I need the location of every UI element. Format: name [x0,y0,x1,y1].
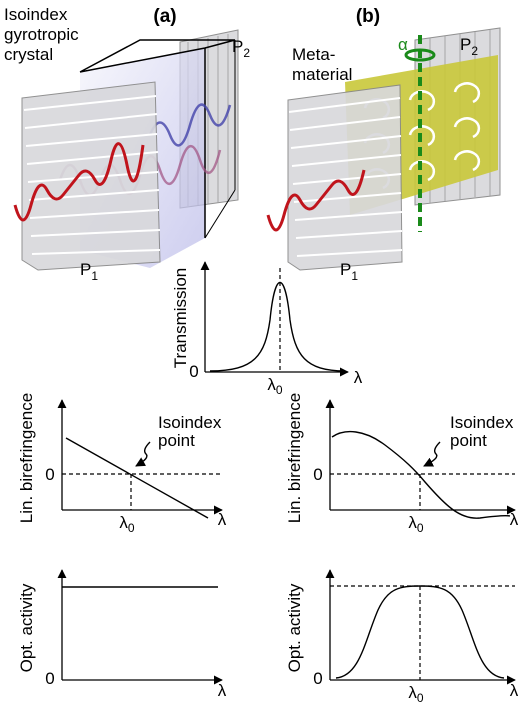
polarizer-label: P2 [460,35,478,58]
x-label: λ [510,510,519,529]
annotation: Isoindex [158,413,222,432]
x-mark-label: λ0 [119,513,135,535]
transmission-plot: Transmission 0 λ0 λ [171,261,363,397]
x-label: λ [218,681,227,700]
annotation: Isoindex [450,413,514,432]
polarizer-label: P1 [340,260,358,283]
birefringence-plot-b: Lin. birefringence 0 Isoindex point λ0 λ [285,393,519,535]
x-label: λ [354,368,363,387]
caption: gyrotropic [4,25,79,44]
panel-label: (a) [153,6,176,27]
birefringence-plot-a: Lin. birefringence 0 Isoindex point λ0 λ [17,393,227,535]
x-mark-label: λ0 [408,683,424,705]
caption: material [292,65,352,84]
panel-a: (a) Isoindex gyrotropic crystal P2 P1 [4,5,250,283]
caption: Isoindex [4,5,68,24]
x-label: λ [510,681,519,700]
annotation: point [450,431,487,450]
polarizer-label: P2 [232,37,250,60]
x-label: λ [218,510,227,529]
axis-symbol: α [398,35,408,54]
y-label: Opt. activity [285,583,304,672]
zero-label: 0 [313,669,322,688]
annotation: point [158,431,195,450]
x-mark-label: λ0 [408,513,424,535]
caption: crystal [4,45,53,64]
polarizer-label: P1 [80,260,98,283]
activity-plot-a: Opt. activity 0 λ [17,569,227,700]
y-label: Transmission [171,268,190,368]
zero-label: 0 [189,362,198,381]
x-mark-label: λ0 [267,375,283,397]
y-label: Lin. birefringence [285,393,304,523]
panel-b: (b) Meta- material P2 α P1 [266,6,501,283]
y-label: Lin. birefringence [17,393,36,523]
caption: Meta- [292,45,335,64]
y-label: Opt. activity [17,583,36,672]
polarizer-front [287,84,403,271]
zero-label: 0 [45,465,54,484]
zero-label: 0 [45,669,54,688]
zero-label: 0 [313,465,322,484]
panel-label: (b) [356,6,380,27]
activity-plot-b: Opt. activity 0 λ0 λ [285,569,519,705]
